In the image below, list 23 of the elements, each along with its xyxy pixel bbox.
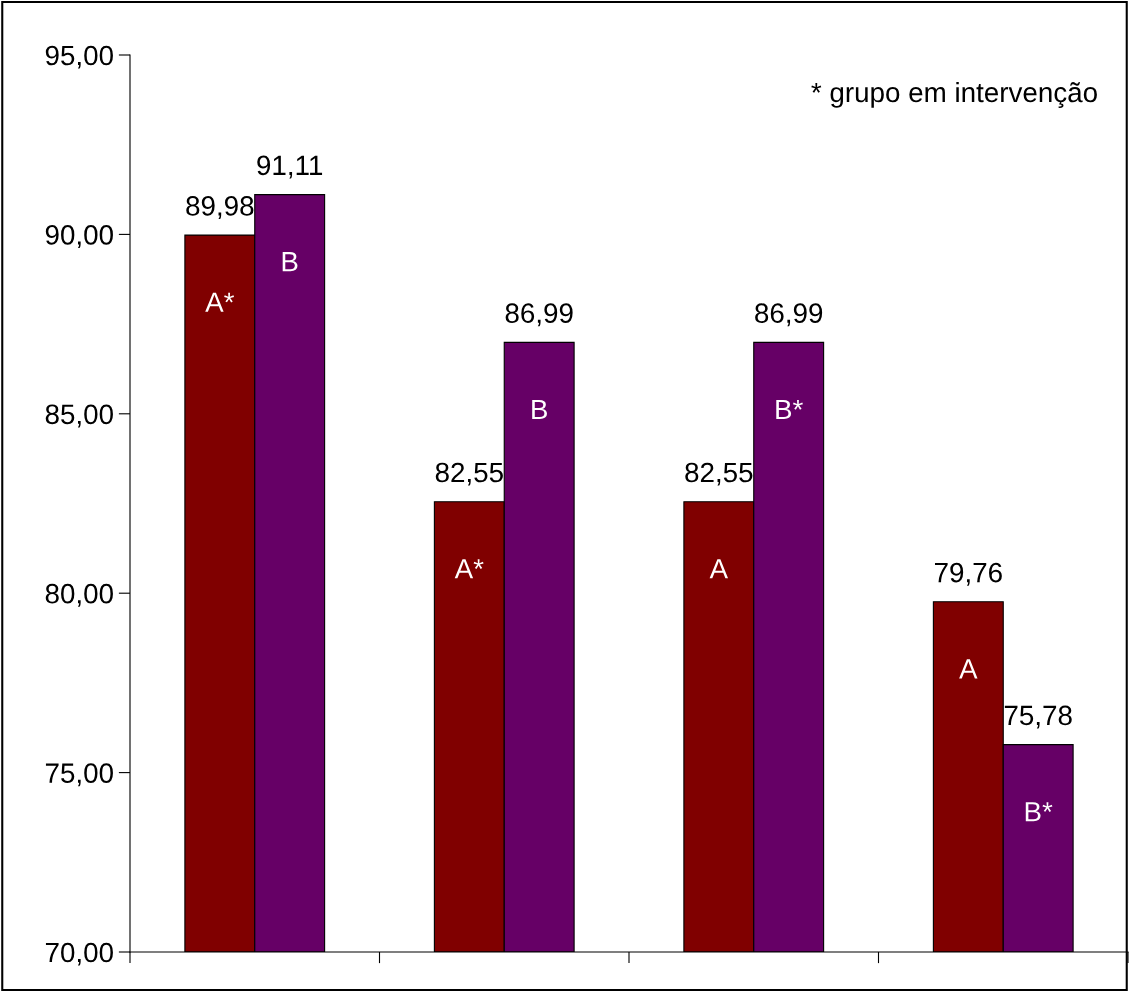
data-label: 79,76 [934, 562, 1002, 586]
data-label: 82,55 [435, 462, 503, 486]
annotation: A* [454, 559, 484, 579]
annotation: A [709, 559, 729, 579]
annotation: * grupo em intervenção [811, 81, 1097, 108]
y-tick-label: 75,00 [45, 763, 113, 787]
annotation: B [282, 252, 298, 272]
data-label: 91,11 [257, 155, 323, 179]
data-label: 89,98 [186, 196, 254, 220]
annotation: B* [1025, 802, 1053, 822]
annotation: A [959, 659, 978, 679]
data-label: 86,99 [755, 303, 823, 327]
y-tick-label: 90,00 [45, 225, 113, 249]
y-tick-label: 85,00 [45, 404, 113, 428]
annotation: B* [776, 399, 803, 420]
data-label: 82,55 [685, 462, 753, 486]
data-label: 86,99 [505, 303, 573, 327]
y-tick-label: 70,00 [45, 942, 113, 966]
data-label: 75,78 [1004, 705, 1072, 729]
y-tick-label: 80,00 [45, 583, 113, 607]
annotation: B [532, 399, 547, 420]
y-tick-label: 95,00 [45, 45, 113, 69]
annotation: A* [205, 292, 235, 312]
